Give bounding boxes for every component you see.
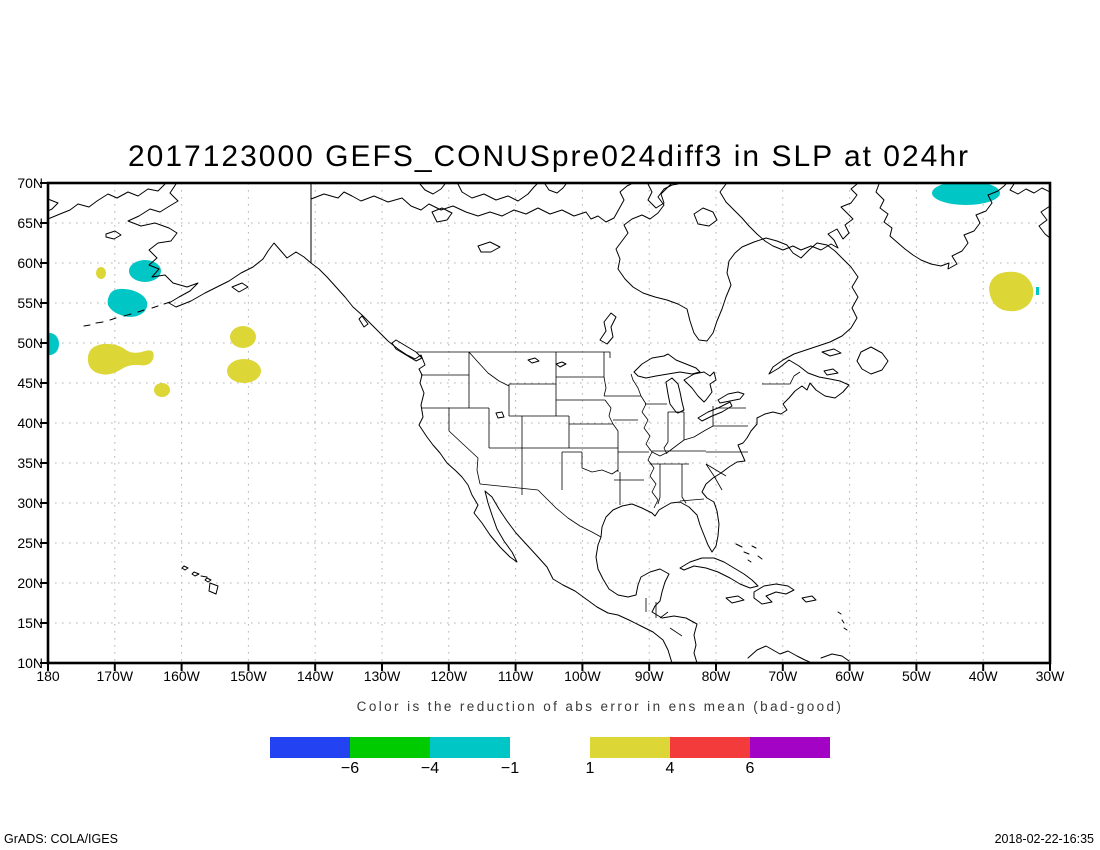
y-axis-label: 35N — [17, 455, 43, 471]
colorbar-label: −4 — [420, 760, 440, 777]
plot-title: 2017123000 GEFS_CONUSpre024diff3 in SLP … — [127, 140, 971, 173]
x-axis-label: 180 — [36, 668, 60, 684]
x-axis-label: 170W — [96, 668, 134, 684]
y-axis-label: 55N — [17, 295, 43, 311]
y-axis-label: 25N — [17, 535, 43, 551]
y-axis-label: 45N — [17, 375, 43, 391]
cyan-anomaly — [107, 288, 148, 317]
cyan-anomaly — [129, 260, 161, 282]
grads-credit: GrADS: COLA/IGES — [4, 832, 118, 846]
colorbar-segment — [670, 737, 750, 758]
x-axis-label: 60W — [835, 668, 864, 684]
y-axis-label: 70N — [17, 175, 43, 191]
x-axis-label: 100W — [564, 668, 601, 684]
state-borders — [417, 351, 801, 637]
colorbar-segment — [350, 737, 430, 758]
colorbar-label: 6 — [745, 760, 755, 777]
x-axis-label: 160W — [163, 668, 200, 684]
yellow-anomaly — [96, 267, 106, 279]
colorbar-segment — [590, 737, 670, 758]
yellow-anomaly — [227, 359, 261, 383]
latlon-grid — [48, 183, 1050, 663]
y-axis-label: 50N — [17, 335, 43, 351]
y-axis-label: 15N — [17, 615, 43, 631]
coastlines — [49, 184, 1049, 662]
x-axis-label: 140W — [296, 668, 334, 684]
x-axis-label: 130W — [363, 668, 401, 684]
colorbar-caption: Color is the reduction of abs error in e… — [356, 699, 844, 714]
cyan-anomaly — [1036, 287, 1039, 295]
yellow-anomaly — [154, 383, 170, 397]
x-axis-label: 150W — [230, 668, 267, 684]
cyan-anomaly — [932, 184, 1000, 205]
x-axis-label: 50W — [901, 668, 931, 684]
x-axis-label: 30W — [1035, 668, 1065, 684]
colorbar-segment — [430, 737, 510, 758]
y-axis-label: 20N — [17, 575, 43, 591]
colorbar-label: 1 — [585, 760, 595, 777]
anomaly-shading — [49, 184, 1039, 397]
map-frame — [46, 181, 1052, 665]
colorbar-segment — [750, 737, 830, 758]
axis-ticks — [40, 182, 1051, 671]
x-axis-label: 110W — [497, 668, 534, 684]
y-axis-label: 10N — [17, 655, 43, 671]
y-axis-label: 30N — [17, 495, 43, 511]
y-axis-label: 40N — [17, 415, 43, 431]
x-axis-label: 120W — [430, 668, 468, 684]
cyan-anomaly — [49, 333, 59, 355]
yellow-anomaly — [989, 271, 1034, 312]
yellow-anomaly — [230, 326, 256, 348]
yellow-anomaly — [87, 343, 154, 375]
x-axis-label: 80W — [701, 668, 731, 684]
colorbar-label: −1 — [500, 760, 520, 777]
x-axis-label: 70W — [768, 668, 798, 684]
x-axis-label: 90W — [634, 668, 664, 684]
y-axis-label: 65N — [17, 215, 43, 231]
y-axis-label: 60N — [17, 255, 43, 271]
colorbar-segment — [270, 737, 350, 758]
colorbar-label: −6 — [340, 760, 360, 777]
x-axis-label: 40W — [968, 668, 998, 684]
timestamp: 2018-02-22-16:35 — [994, 832, 1094, 846]
colorbar-label: 4 — [665, 760, 675, 777]
